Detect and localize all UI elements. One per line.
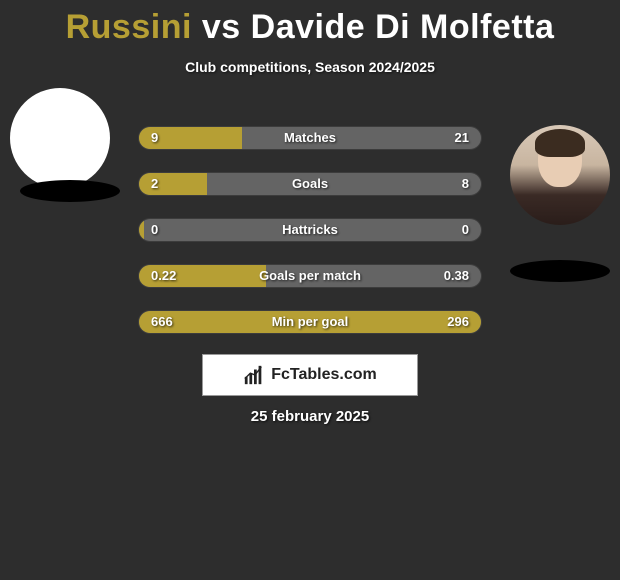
stats-bars: 9 Matches 21 2 Goals 8 0 Hattricks 0 0.2… (138, 126, 482, 356)
stat-value-right: 0.38 (444, 265, 469, 288)
subtitle: Club competitions, Season 2024/2025 (0, 59, 620, 75)
date-text: 25 february 2025 (0, 408, 620, 425)
stat-label: Min per goal (139, 311, 481, 334)
stat-label: Goals per match (139, 265, 481, 288)
player1-shadow (20, 180, 120, 202)
stat-value-right: 0 (462, 219, 469, 242)
stat-row-matches: 9 Matches 21 (138, 126, 482, 150)
stat-row-min-per-goal: 666 Min per goal 296 (138, 310, 482, 334)
stat-value-right: 21 (455, 127, 469, 150)
stat-label: Goals (139, 173, 481, 196)
stat-label: Hattricks (139, 219, 481, 242)
stat-value-right: 8 (462, 173, 469, 196)
chart-icon (243, 364, 265, 386)
stat-row-goals: 2 Goals 8 (138, 172, 482, 196)
vs-text: vs (202, 8, 241, 46)
stat-label: Matches (139, 127, 481, 150)
fctables-logo: FcTables.com (202, 354, 418, 396)
stat-row-goals-per-match: 0.22 Goals per match 0.38 (138, 264, 482, 288)
player2-shadow (510, 260, 610, 282)
comparison-title: Russini vs Davide Di Molfetta (0, 0, 620, 47)
player1-avatar (10, 88, 110, 188)
logo-text: FcTables.com (271, 366, 377, 384)
stat-row-hattricks: 0 Hattricks 0 (138, 218, 482, 242)
stat-value-right: 296 (447, 311, 469, 334)
player2-name: Davide Di Molfetta (251, 8, 555, 46)
player1-name: Russini (66, 8, 192, 46)
player2-avatar (510, 125, 610, 225)
